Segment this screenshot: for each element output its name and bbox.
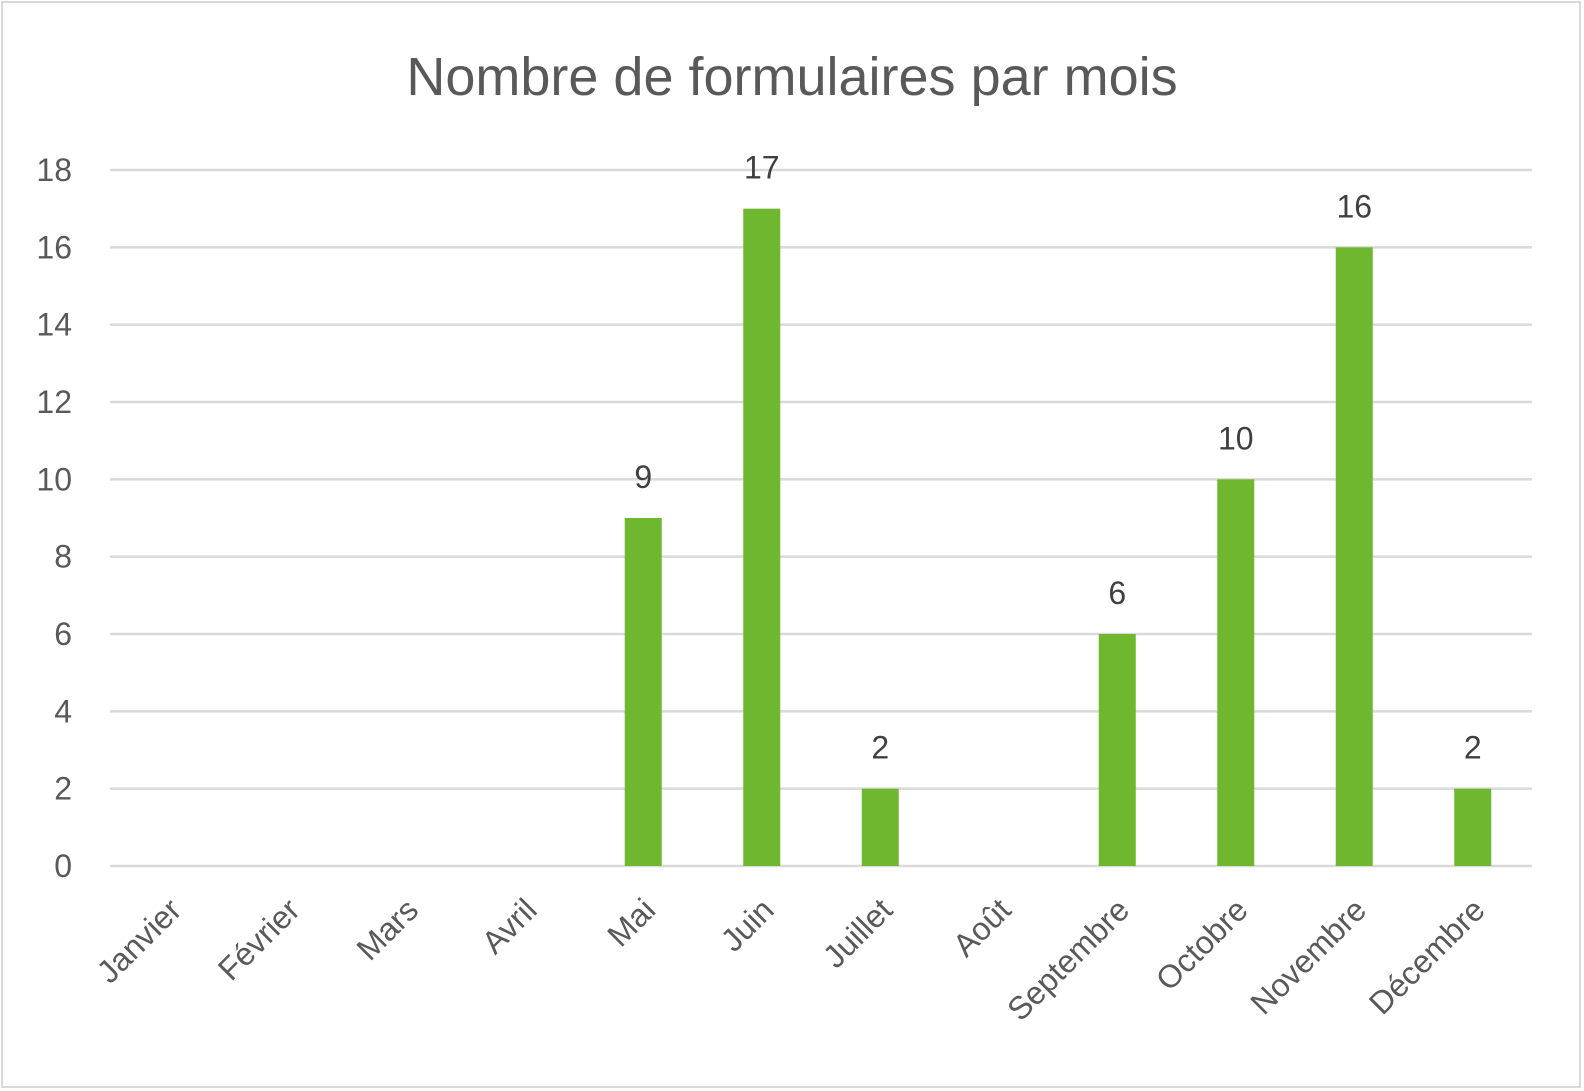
data-label: 10 [1218,420,1254,456]
gridlines [110,168,1532,868]
y-tick-label: 12 [36,384,72,420]
x-axis-ticks: Janvier Février Mars Avril Mai Juin Juillet Aoû… [90,891,1492,1027]
y-axis-ticks: 0 2 4 6 8 10 12 14 16 18 [36,152,72,884]
y-tick-label: 6 [54,616,72,652]
bars [624,208,1492,867]
bar-8 [1098,634,1136,866]
x-tick-label: Septembre [1000,891,1136,1027]
y-tick-label: 18 [36,152,72,188]
bar-9 [1217,479,1255,866]
bar-10 [1335,247,1373,867]
bar-5 [743,208,781,866]
y-tick-label: 4 [54,693,72,729]
y-tick-label: 16 [36,229,72,265]
chart-title: Nombre de formulaires par mois [406,47,1177,107]
x-tick-label: Février [211,891,307,987]
x-tick-label: Mars [349,891,425,967]
x-tick-label: Mai [600,891,662,953]
x-tick-label: Octobre [1149,891,1255,997]
y-tick-label: 14 [36,307,72,343]
data-label: 17 [744,150,780,186]
x-tick-label: Décembre [1362,891,1492,1021]
x-tick-label: Juin [714,891,781,958]
bar-11 [1454,788,1492,866]
data-label: 16 [1336,188,1372,224]
bar-4 [624,518,662,866]
x-tick-label: Août [946,891,1018,963]
x-tick-label: Novembre [1243,891,1373,1021]
bar-6 [861,788,899,866]
data-label: 6 [1108,575,1126,611]
data-label: 2 [871,730,889,766]
y-tick-label: 10 [36,461,72,497]
x-tick-label: Juillet [816,891,899,974]
data-labels: 9 17 2 6 10 16 2 [634,150,1481,766]
data-label: 2 [1464,730,1482,766]
data-label: 9 [634,459,652,495]
y-tick-label: 0 [54,848,72,884]
x-tick-label: Janvier [90,891,189,990]
y-tick-label: 2 [54,771,72,807]
x-tick-label: Avril [475,891,544,960]
y-tick-label: 8 [54,539,72,575]
